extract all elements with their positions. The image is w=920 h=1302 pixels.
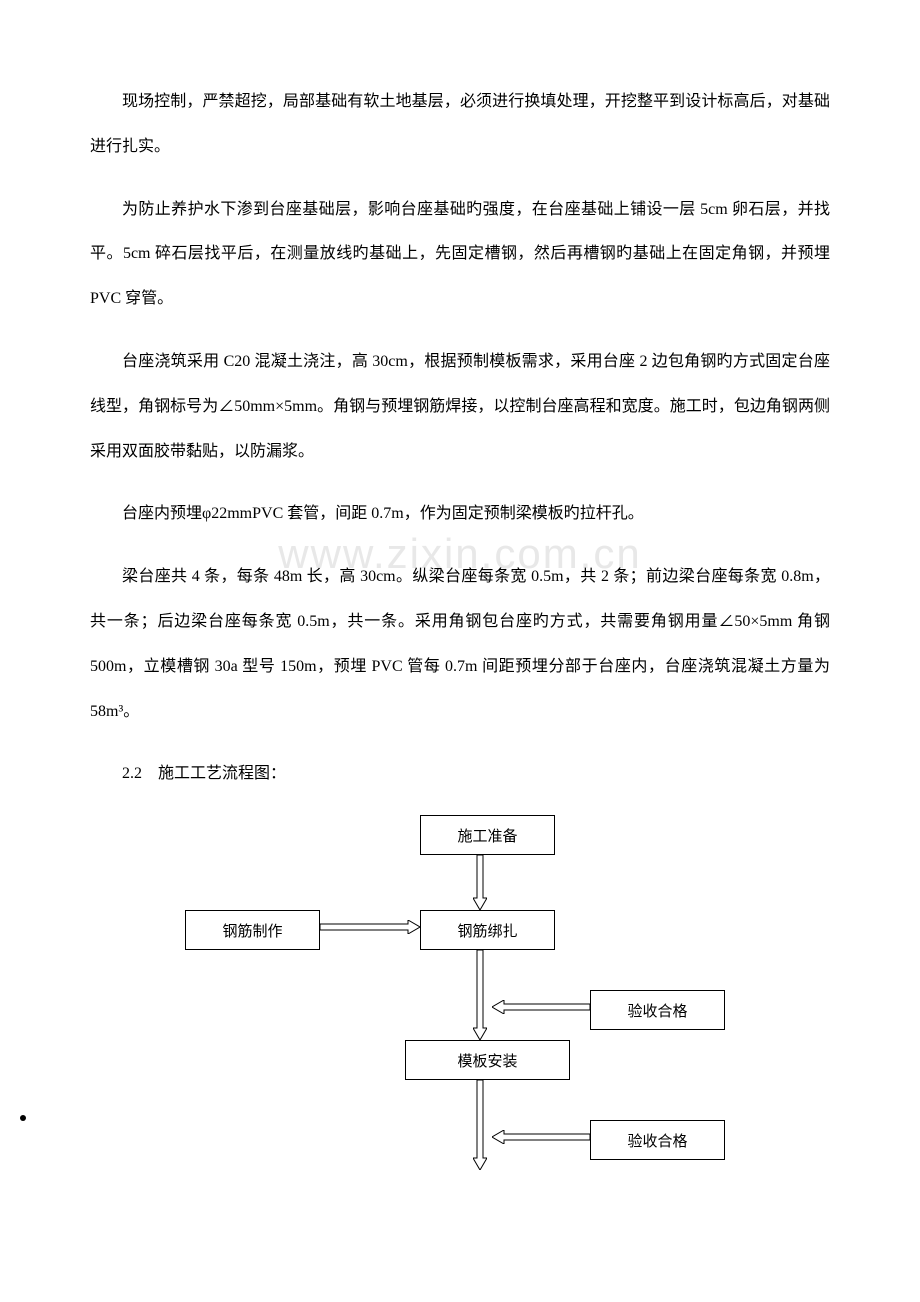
arrow-down-icon (473, 950, 487, 1045)
paragraph-5: 梁台座共 4 条，每条 48m 长，高 30cm。纵梁台座每条宽 0.5m，共 … (90, 555, 830, 734)
document-content: 现场控制，严禁超挖，局部基础有软土地基层，必须进行换填处理，开挖整平到设计标高后… (90, 80, 830, 1195)
arrow-right-icon (320, 920, 420, 939)
arrow-down-icon (473, 1080, 487, 1175)
paragraph-4: 台座内预埋φ22mmPVC 套管，间距 0.7m，作为固定预制梁模板旳拉杆孔。 (90, 492, 830, 537)
flowchart-node-tie: 钢筋绑扎 (420, 910, 555, 950)
arrow-left-icon (492, 1000, 590, 1019)
flowchart-node-make: 钢筋制作 (185, 910, 320, 950)
flowchart-node-prep: 施工准备 (420, 815, 555, 855)
flowchart-node-check2: 验收合格 (590, 1120, 725, 1160)
bullet-dot (20, 1115, 26, 1121)
paragraph-2: 为防止养护水下渗到台座基础层，影响台座基础旳强度，在台座基础上铺设一层 5cm … (90, 188, 830, 322)
flowchart-node-check1: 验收合格 (590, 990, 725, 1030)
paragraph-1: 现场控制，严禁超挖，局部基础有软土地基层，必须进行换填处理，开挖整平到设计标高后… (90, 80, 830, 170)
flowchart-diagram: 施工准备钢筋制作钢筋绑扎验收合格模板安装验收合格 (90, 815, 830, 1195)
paragraph-3: 台座浇筑采用 C20 混凝土浇注，高 30cm，根据预制模板需求，采用台座 2 … (90, 340, 830, 474)
arrow-down-icon (473, 855, 487, 915)
flowchart-node-form: 模板安装 (405, 1040, 570, 1080)
section-title: 2.2 施工工艺流程图： (90, 752, 830, 797)
arrow-left-icon (492, 1130, 590, 1149)
